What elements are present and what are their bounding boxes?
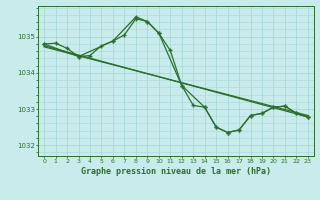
X-axis label: Graphe pression niveau de la mer (hPa): Graphe pression niveau de la mer (hPa): [81, 167, 271, 176]
